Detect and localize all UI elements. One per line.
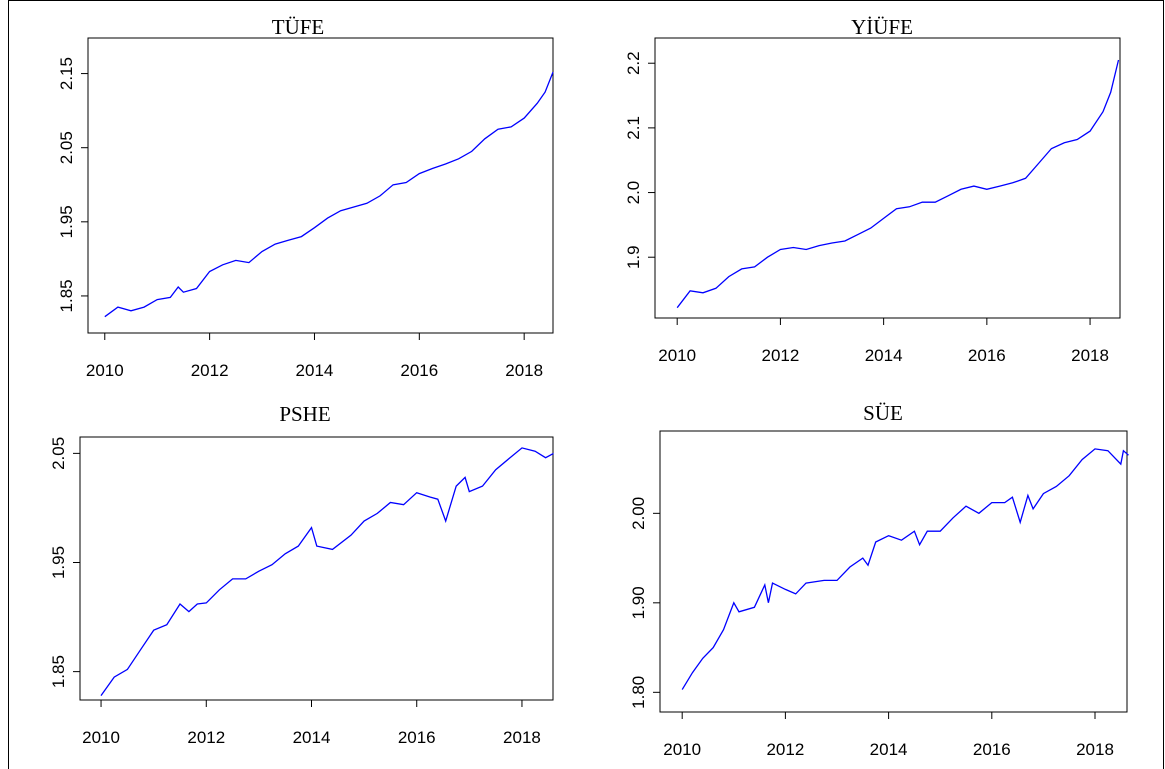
- x-tick-label: 2014: [296, 361, 334, 380]
- y-tick-label: 2.1: [624, 116, 643, 140]
- x-tick-label: 2018: [505, 361, 543, 380]
- x-tick-label: 2012: [761, 346, 799, 365]
- panel-title: YİÜFE: [851, 15, 913, 39]
- x-tick-label: 2018: [1071, 346, 1109, 365]
- y-tick-label: 1.95: [49, 546, 68, 579]
- data-line: [681, 448, 1129, 690]
- y-tick-label: 2.05: [49, 437, 68, 470]
- data-line: [100, 447, 554, 696]
- figure-frame: [8, 0, 1164, 769]
- x-tick-label: 2010: [82, 728, 120, 747]
- x-tick-label: 2016: [968, 346, 1006, 365]
- plot-box: [654, 37, 1121, 319]
- x-tick-label: 2014: [870, 740, 908, 759]
- y-tick-label: 2.00: [629, 497, 648, 530]
- x-tick-label: 2010: [86, 361, 124, 380]
- x-tick-label: 2014: [865, 346, 903, 365]
- y-tick-label: 1.85: [49, 655, 68, 688]
- data-line: [676, 59, 1120, 309]
- x-tick-label: 2016: [400, 361, 438, 380]
- y-tick-label: 1.9: [624, 245, 643, 269]
- panel-title: TÜFE: [272, 15, 325, 39]
- data-line: [104, 71, 554, 318]
- x-tick-label: 2016: [398, 728, 436, 747]
- y-tick-label: 1.85: [57, 279, 76, 312]
- y-tick-label: 1.90: [629, 586, 648, 619]
- x-tick-label: 2010: [658, 346, 696, 365]
- x-tick-label: 2018: [1076, 740, 1114, 759]
- x-tick-label: 2014: [293, 728, 331, 747]
- x-tick-label: 2012: [191, 361, 229, 380]
- x-tick-label: 2012: [766, 740, 804, 759]
- x-tick-label: 2012: [187, 728, 225, 747]
- y-tick-label: 1.95: [57, 205, 76, 238]
- y-tick-label: 2.0: [624, 181, 643, 205]
- y-tick-label: 2.05: [57, 131, 76, 164]
- panel-title: PSHE: [279, 402, 330, 426]
- plot-box: [79, 436, 554, 701]
- plot-box: [87, 37, 554, 334]
- y-tick-label: 2.2: [624, 51, 643, 75]
- x-tick-label: 2010: [663, 740, 701, 759]
- panel-title: SÜE: [863, 401, 903, 425]
- x-tick-label: 2018: [503, 728, 541, 747]
- y-tick-label: 2.15: [57, 57, 76, 90]
- x-tick-label: 2016: [973, 740, 1011, 759]
- y-tick-label: 1.80: [629, 676, 648, 709]
- plot-box: [659, 430, 1128, 713]
